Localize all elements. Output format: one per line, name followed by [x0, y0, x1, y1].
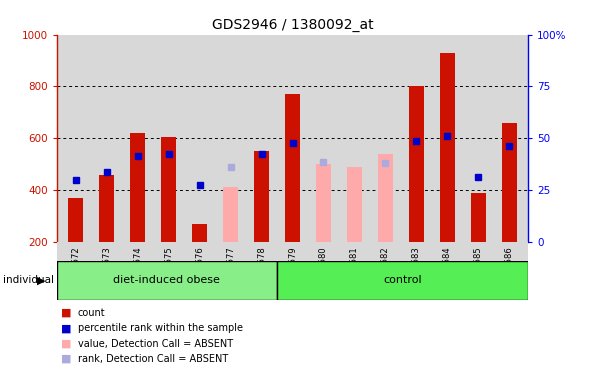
Bar	[192, 224, 207, 242]
Text: GSM215578: GSM215578	[257, 246, 266, 297]
Bar	[316, 164, 331, 242]
Bar	[409, 86, 424, 242]
Text: GSM215584: GSM215584	[443, 246, 452, 297]
Text: GSM215577: GSM215577	[226, 246, 235, 297]
Text: diet-induced obese: diet-induced obese	[113, 275, 220, 285]
Text: GSM215573: GSM215573	[102, 246, 111, 297]
Bar	[285, 94, 300, 242]
Text: rank, Detection Call = ABSENT: rank, Detection Call = ABSENT	[78, 354, 228, 364]
Text: GSM215585: GSM215585	[474, 246, 483, 297]
Bar	[254, 151, 269, 242]
Text: GSM215582: GSM215582	[381, 246, 390, 297]
Bar	[161, 137, 176, 242]
Bar	[223, 187, 238, 242]
Text: ■: ■	[61, 354, 71, 364]
Text: GSM215581: GSM215581	[350, 246, 359, 297]
Text: GSM215574: GSM215574	[133, 246, 142, 297]
Text: GSM215583: GSM215583	[412, 246, 421, 297]
Text: percentile rank within the sample: percentile rank within the sample	[78, 323, 243, 333]
Text: GSM215572: GSM215572	[71, 246, 80, 297]
Title: GDS2946 / 1380092_at: GDS2946 / 1380092_at	[212, 18, 373, 32]
Text: GSM215580: GSM215580	[319, 246, 328, 297]
Text: GSM215576: GSM215576	[195, 246, 204, 297]
Text: count: count	[78, 308, 106, 318]
Text: ■: ■	[61, 323, 71, 333]
Bar	[470, 193, 486, 242]
Bar	[378, 154, 393, 242]
Bar	[347, 167, 362, 242]
Text: individual: individual	[3, 275, 54, 285]
Bar	[277, 261, 528, 300]
Bar	[99, 175, 115, 242]
Text: GSM215579: GSM215579	[288, 246, 297, 297]
Text: GSM215575: GSM215575	[164, 246, 173, 297]
Text: ▶: ▶	[37, 275, 45, 285]
Text: ■: ■	[61, 339, 71, 349]
Text: value, Detection Call = ABSENT: value, Detection Call = ABSENT	[78, 339, 233, 349]
Text: control: control	[383, 275, 422, 285]
Bar	[502, 123, 517, 242]
Text: ■: ■	[61, 308, 71, 318]
Bar	[440, 53, 455, 242]
Bar	[57, 261, 277, 300]
Bar	[130, 133, 145, 242]
Bar	[68, 198, 83, 242]
Text: GSM215586: GSM215586	[505, 246, 514, 297]
